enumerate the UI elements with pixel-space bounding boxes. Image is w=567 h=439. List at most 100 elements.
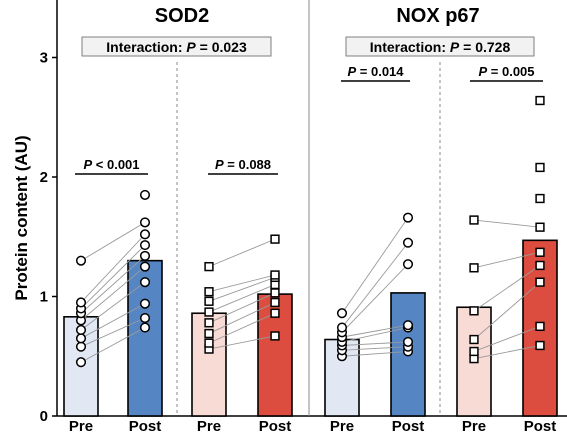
data-point-square bbox=[270, 308, 280, 318]
data-point-circle bbox=[139, 277, 151, 288]
pairing-line bbox=[208, 292, 276, 324]
data-point-square bbox=[204, 261, 214, 272]
bar bbox=[191, 312, 227, 417]
pairing-line bbox=[208, 312, 276, 344]
data-point-square bbox=[535, 277, 545, 287]
x-category-label: Post bbox=[392, 418, 425, 435]
pairing-line bbox=[341, 263, 409, 333]
data-point-circle bbox=[75, 341, 87, 352]
data-point-square bbox=[270, 297, 280, 308]
x-category-label: Pre bbox=[462, 418, 486, 435]
pairing-line bbox=[341, 242, 409, 328]
data-point-square bbox=[469, 263, 479, 273]
data-point-square bbox=[535, 95, 545, 106]
y-tick-label: 0 bbox=[40, 408, 48, 425]
pairing-line bbox=[208, 274, 276, 293]
pairing-line bbox=[80, 317, 146, 348]
bars-layer bbox=[63, 239, 558, 417]
data-point-circle bbox=[75, 333, 87, 344]
comparison-p-value: P < 0.001 bbox=[83, 157, 139, 172]
pairing-line bbox=[80, 244, 146, 309]
pairing-line bbox=[473, 325, 541, 352]
data-point-circle bbox=[402, 320, 414, 331]
pairing-line bbox=[208, 238, 276, 268]
interaction-box bbox=[345, 36, 535, 57]
pairing-line bbox=[80, 303, 146, 339]
data-point-square bbox=[535, 260, 545, 271]
data-point-square bbox=[469, 215, 479, 225]
y-tick-label: 2 bbox=[40, 169, 48, 186]
data-point-square bbox=[535, 193, 545, 204]
pairing-line bbox=[341, 341, 409, 346]
panel-title: NOX p67 bbox=[396, 5, 479, 27]
data-point-circle bbox=[336, 308, 348, 319]
x-category-label: Post bbox=[129, 418, 162, 435]
data-point-square bbox=[204, 287, 214, 297]
bar bbox=[324, 338, 360, 417]
pairing-line bbox=[80, 281, 146, 331]
pairing-line bbox=[473, 219, 541, 228]
data-point-square bbox=[204, 307, 214, 317]
pairing-line bbox=[208, 302, 276, 334]
data-point-square bbox=[204, 338, 214, 348]
annotations-layer: Protein content (AU) SOD2 Interaction: P … bbox=[12, 5, 556, 435]
data-point-circle bbox=[75, 357, 87, 368]
data-point-square bbox=[469, 346, 479, 357]
data-point-circle bbox=[402, 237, 414, 248]
data-point-square bbox=[469, 334, 479, 345]
interaction-box bbox=[81, 36, 272, 57]
data-point-square bbox=[204, 318, 214, 328]
data-point-square bbox=[270, 331, 280, 341]
data-point-circle bbox=[139, 240, 151, 251]
data-point-circle bbox=[402, 212, 414, 223]
x-category-label: Pre bbox=[69, 418, 93, 435]
data-point-square bbox=[535, 162, 545, 173]
pairing-lines-layer bbox=[80, 217, 541, 363]
panel-title: SOD2 bbox=[155, 5, 209, 27]
y-tick-label: 1 bbox=[40, 289, 48, 306]
pairing-line bbox=[473, 345, 541, 360]
data-point-circle bbox=[139, 229, 151, 240]
pairing-line bbox=[341, 324, 409, 338]
pairing-line bbox=[208, 284, 276, 313]
bar bbox=[127, 259, 163, 417]
data-point-circle bbox=[75, 324, 87, 336]
data-point-circle bbox=[139, 322, 151, 333]
pairing-line bbox=[473, 281, 541, 340]
x-category-label: Post bbox=[259, 418, 292, 435]
pairing-line bbox=[80, 266, 146, 321]
points-layer bbox=[75, 95, 545, 368]
pairing-line bbox=[80, 255, 146, 314]
data-point-square bbox=[270, 270, 280, 280]
data-point-square bbox=[535, 321, 545, 332]
pairing-line bbox=[208, 335, 276, 350]
pairing-line bbox=[341, 346, 409, 351]
data-point-circle bbox=[139, 298, 151, 309]
data-point-circle bbox=[139, 217, 151, 228]
x-category-label: Post bbox=[524, 418, 557, 435]
data-point-circle bbox=[402, 336, 414, 347]
interaction-label: Interaction: P = 0.728 bbox=[370, 39, 511, 55]
data-point-square bbox=[535, 222, 545, 232]
y-tick-label: 3 bbox=[40, 50, 48, 67]
x-category-label: Pre bbox=[197, 418, 221, 435]
interaction-label: Interaction: P = 0.023 bbox=[106, 39, 247, 55]
comparison-p-value: P = 0.005 bbox=[478, 64, 534, 79]
pairing-line bbox=[80, 327, 146, 363]
pairing-line bbox=[341, 327, 409, 343]
pairing-line bbox=[208, 276, 276, 302]
data-point-circle bbox=[139, 189, 151, 200]
data-point-square bbox=[469, 306, 479, 316]
data-point-square bbox=[270, 288, 280, 298]
data-point-square bbox=[204, 296, 214, 306]
data-point-circle bbox=[139, 250, 151, 261]
x-category-label: Pre bbox=[330, 418, 354, 435]
y-axis-label: Protein content (AU) bbox=[12, 135, 31, 300]
data-point-square bbox=[204, 328, 214, 339]
comparison-p-value: P = 0.014 bbox=[347, 64, 404, 79]
pairing-line bbox=[341, 351, 409, 357]
pairing-line bbox=[473, 251, 541, 269]
pairing-line bbox=[473, 265, 541, 312]
data-point-circle bbox=[139, 312, 151, 324]
